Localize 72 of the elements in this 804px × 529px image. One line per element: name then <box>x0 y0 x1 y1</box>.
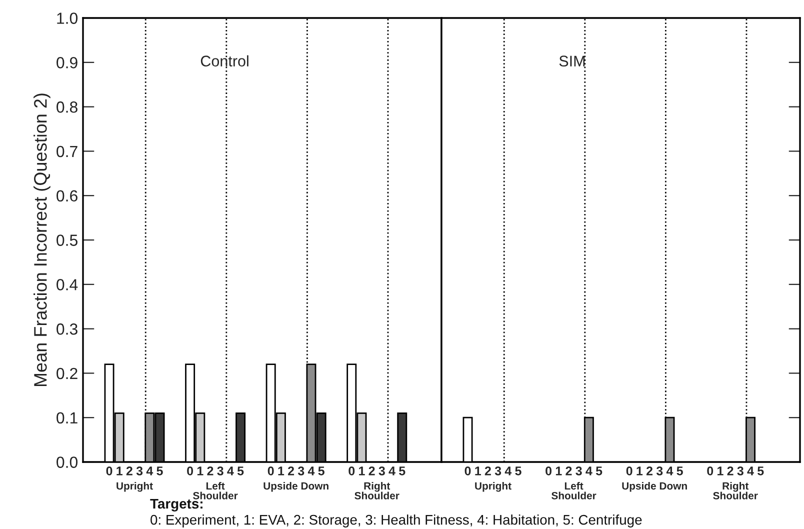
text: Upside Down <box>264 482 328 492</box>
x-tick-label: 4 <box>747 466 754 476</box>
x-tick-label: 5 <box>676 466 683 476</box>
y-tick-label: 0.5 <box>56 234 78 246</box>
text: 0: Experiment, 1: EVA, 2: Storage, 3: Health Fitness, 4: Habitation, 5: Centrifuge <box>150 514 642 528</box>
x-tick-label: 2 <box>288 466 294 476</box>
y-tick-label: 0.7 <box>56 146 78 158</box>
x-tick-label: 1 <box>556 466 562 476</box>
x-tick-label: 3 <box>378 466 385 476</box>
x-tick-label: 1 <box>116 466 122 476</box>
x-tick-label: 5 <box>596 466 602 476</box>
text: Left Shoulder <box>552 482 596 500</box>
text: Left Shoulder <box>193 482 238 500</box>
text: Targets: <box>150 498 202 512</box>
x-tick-label: 2 <box>566 466 572 476</box>
y-tick-label: 1.0 <box>57 12 78 24</box>
x-tick-label: 4 <box>388 466 396 476</box>
x-tick-label: 2 <box>484 466 491 476</box>
x-tick-label: 5 <box>156 466 163 476</box>
x-tick-label: 0 <box>348 466 355 476</box>
y-tick-label: 0.3 <box>56 323 78 335</box>
x-tick-label: 0 <box>187 466 194 476</box>
y-tick-label: 0.6 <box>56 190 78 202</box>
x-tick-label: 1 <box>636 466 643 476</box>
text: Right Shoulder <box>354 482 400 500</box>
annotation: Control <box>200 55 248 66</box>
y-tick-label: 0.4 <box>56 279 78 290</box>
x-tick-label: 1 <box>278 466 284 476</box>
x-tick-label: 1 <box>718 466 724 476</box>
x-tick-label: 5 <box>399 466 406 476</box>
x-tick-label: 5 <box>318 466 324 476</box>
text: Upright <box>116 482 153 492</box>
x-tick-label: 0 <box>707 466 714 476</box>
y-tick-label: 0.2 <box>56 368 78 380</box>
x-tick-label: 4 <box>227 466 234 476</box>
x-tick-label: 0 <box>626 466 632 476</box>
x-tick-label: 5 <box>515 466 522 476</box>
y-tick-label: 0.1 <box>56 412 78 424</box>
x-tick-label: 5 <box>758 466 764 476</box>
x-tick-label: 0 <box>268 466 274 476</box>
x-tick-label: 5 <box>237 466 244 476</box>
y-tick-label: 0.9 <box>56 57 78 68</box>
x-tick-label: 3 <box>737 466 744 476</box>
x-tick-label: 3 <box>576 466 582 476</box>
text: Upside Down <box>622 482 687 492</box>
x-tick-label: 2 <box>727 466 734 476</box>
x-tick-label: 0 <box>464 466 471 476</box>
x-tick-label: 4 <box>146 466 154 476</box>
text: Right Shoulder <box>713 482 758 500</box>
annotation: SIM <box>559 56 585 66</box>
x-tick-label: 0 <box>546 466 552 476</box>
x-tick-label: 3 <box>656 466 663 476</box>
x-tick-label: 2 <box>126 466 132 476</box>
x-tick-label: 1 <box>197 466 204 476</box>
x-tick-label: 4 <box>308 466 315 476</box>
x-tick-label: 1 <box>475 466 481 476</box>
x-tick-label: 2 <box>207 466 214 476</box>
x-tick-label: 2 <box>368 466 375 476</box>
x-tick-label: 2 <box>646 466 653 476</box>
x-tick-label: 3 <box>494 466 502 476</box>
x-tick-label: 4 <box>504 466 512 476</box>
text: Upright <box>475 482 512 492</box>
x-tick-label: 3 <box>217 466 224 476</box>
x-tick-label: 1 <box>359 466 365 476</box>
y-tick-label: 0.8 <box>56 101 78 113</box>
x-tick-label: 4 <box>666 466 674 476</box>
x-tick-label: 4 <box>586 466 592 476</box>
x-tick-label: 3 <box>136 466 143 476</box>
y-tick-label: 0.0 <box>56 456 78 468</box>
x-tick-label: 0 <box>106 466 112 476</box>
x-tick-label: 3 <box>298 466 304 476</box>
y-axis-title: Mean Fraction Incorrect (Question 2) <box>34 94 50 386</box>
